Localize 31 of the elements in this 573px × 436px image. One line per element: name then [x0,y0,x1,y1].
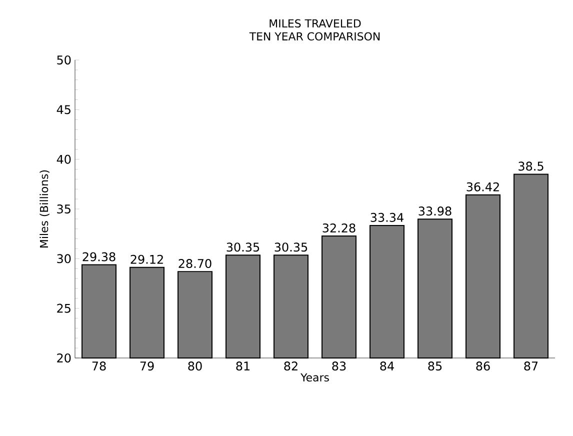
x-tick-label: 84 [380,362,394,371]
y-tick-label: 25 [57,304,70,313]
data-label: 28.70 [178,259,212,268]
y-tick-label: 35 [57,204,70,214]
chart-subtitle: TEN YEAR COMPARISON [249,32,380,40]
y-axis-title: Miles (Billions) [40,170,50,248]
y-tick-label: 45 [56,105,70,114]
x-tick-label: 82 [284,362,298,371]
x-tick-label: 81 [236,362,250,371]
y-tick-label: 30 [57,254,71,264]
data-label: 33.34 [370,212,404,222]
data-label: 33.98 [418,206,452,216]
x-tick-label: 78 [92,362,106,371]
x-tick-label: 87 [524,362,538,371]
x-tick-label: 83 [332,362,346,371]
data-label: 30.35 [226,242,260,252]
data-label: 36.42 [466,182,499,192]
data-label: 38.5 [518,162,544,171]
x-tick-label: 80 [188,362,202,371]
data-label: 29.12 [130,254,163,264]
data-label: 29.38 [82,252,116,262]
y-tick-label: 40 [56,154,71,164]
x-tick-label: 85 [428,362,442,371]
y-tick-label: 20 [57,353,71,363]
x-axis-title: Years [300,373,329,382]
data-label: 32.28 [322,223,356,232]
x-tick-label: 79 [140,362,154,371]
y-tick-label: 50 [57,55,71,65]
x-tick-label: 86 [476,362,490,371]
data-label: 30.35 [274,242,308,252]
chart-title: MILES TRAVELED [270,19,361,28]
